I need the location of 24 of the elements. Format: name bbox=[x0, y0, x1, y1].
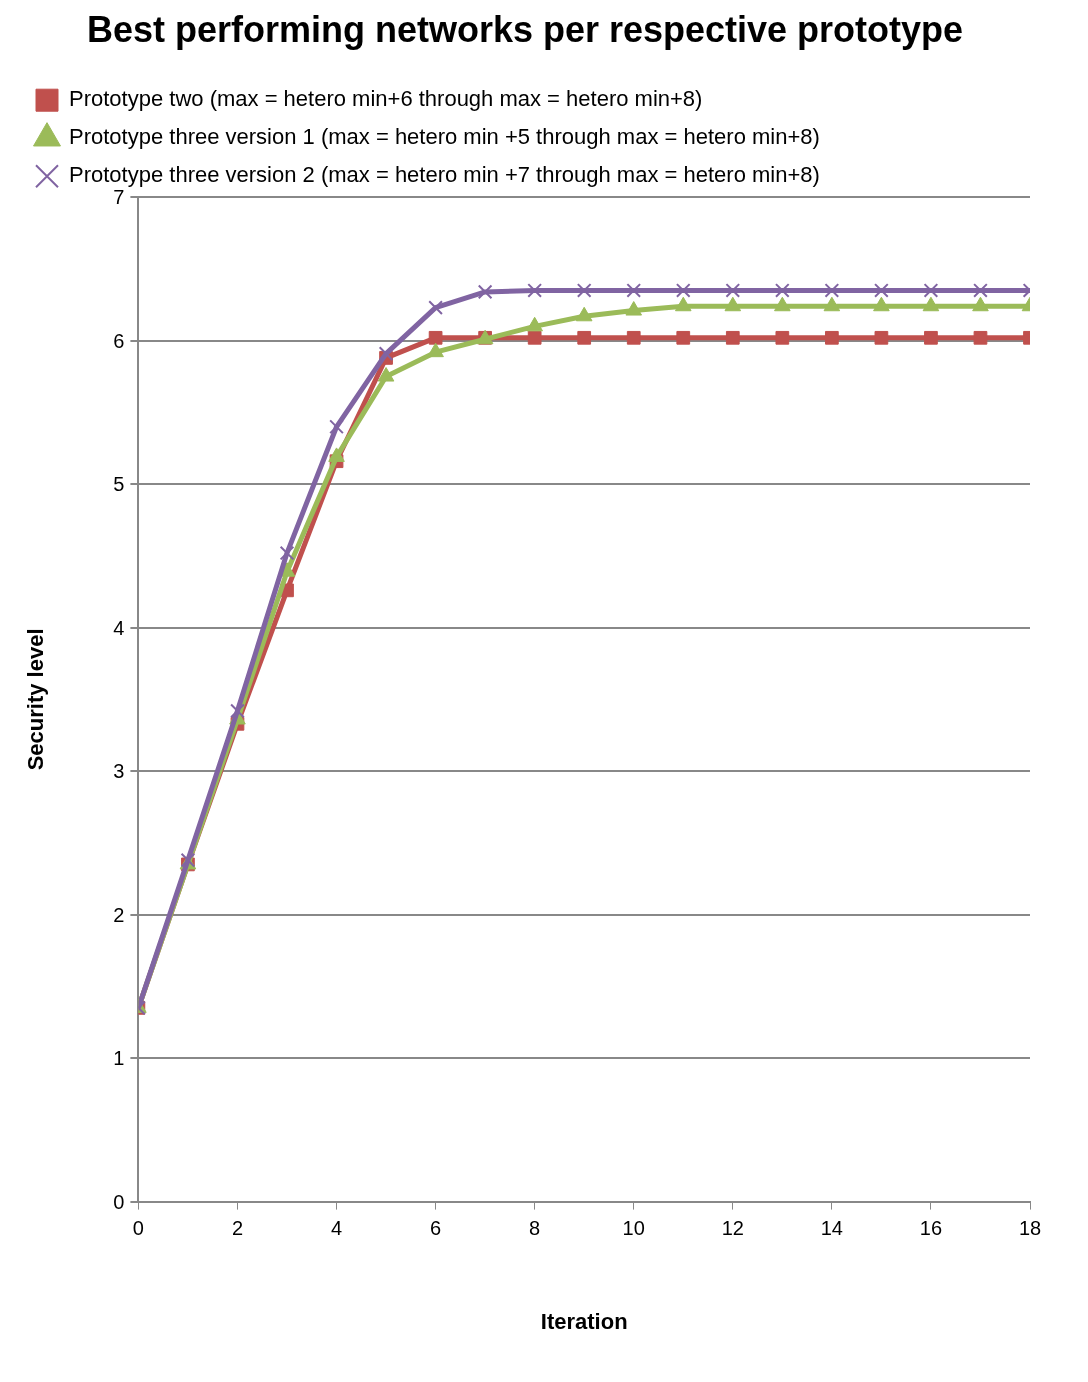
y-axis-title: Security level bbox=[23, 628, 49, 771]
x-tick-label: 6 bbox=[430, 1215, 442, 1240]
x-tick-label: 18 bbox=[1018, 1215, 1042, 1240]
y-tick-label: 1 bbox=[113, 1046, 125, 1071]
x-axis-title: Iteration bbox=[540, 1308, 628, 1334]
y-tick-label: 5 bbox=[113, 472, 125, 497]
x-tick-label: 16 bbox=[919, 1215, 943, 1240]
y-tick-label: 3 bbox=[113, 759, 125, 784]
x-tick-label: 4 bbox=[330, 1215, 343, 1240]
x-tick-label: 2 bbox=[231, 1215, 244, 1240]
legend-label: Prototype three version 2 (max = hetero min +7 through max = hetero min+8) bbox=[69, 162, 820, 188]
legend-label: Prototype two (max = hetero min+6 through max = hetero min+8) bbox=[69, 86, 703, 112]
x-tick-label: 14 bbox=[820, 1215, 843, 1240]
x-tick-label: 12 bbox=[721, 1215, 744, 1240]
x-tick-label: 8 bbox=[529, 1215, 541, 1240]
y-tick-label: 4 bbox=[113, 615, 125, 640]
y-tick-label: 0 bbox=[113, 1189, 125, 1214]
y-tick-label: 7 bbox=[113, 186, 125, 210]
x-tick-label: 10 bbox=[622, 1215, 645, 1240]
legend-label: Prototype three version 1 (max = hetero min +5 through max = hetero min+8) bbox=[69, 124, 820, 150]
y-tick-label: 2 bbox=[113, 902, 125, 927]
y-tick-label: 6 bbox=[113, 328, 125, 353]
x-tick-label: 0 bbox=[132, 1215, 144, 1240]
chart-title: Best performing networks per respective prototype bbox=[86, 8, 964, 50]
